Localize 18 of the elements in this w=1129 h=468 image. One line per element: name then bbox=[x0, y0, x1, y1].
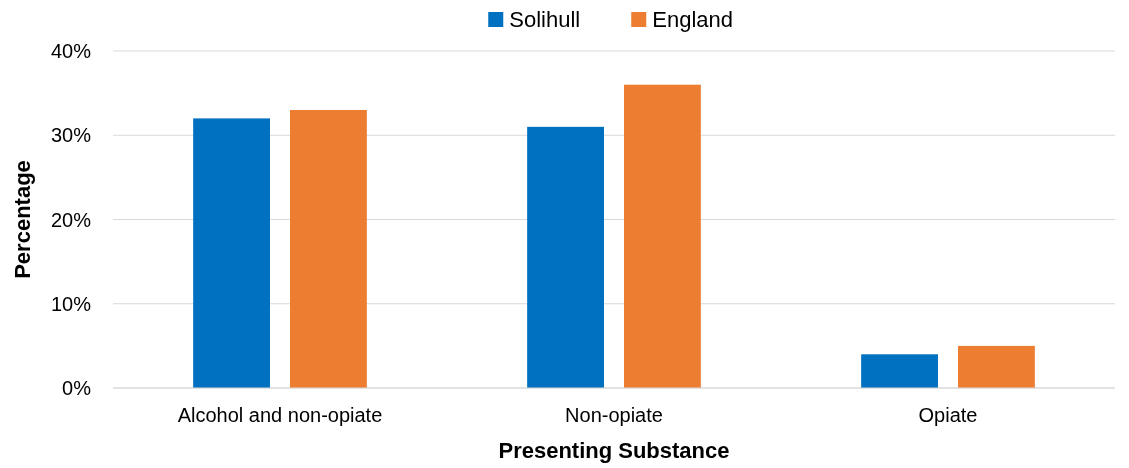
y-tick-label: 30% bbox=[50, 124, 92, 147]
legend-label: Solihull bbox=[509, 7, 581, 32]
x-tick-label: Non-opiate bbox=[565, 404, 663, 426]
bar bbox=[624, 84, 701, 388]
y-tick-label: 20% bbox=[50, 208, 92, 231]
y-tick-label: 0% bbox=[62, 377, 92, 399]
bar bbox=[861, 354, 938, 388]
x-tick-label: Opiate bbox=[918, 404, 978, 426]
bar bbox=[290, 109, 367, 388]
y-tick-label: 40% bbox=[50, 40, 92, 62]
bar bbox=[958, 345, 1035, 388]
bar bbox=[193, 118, 270, 388]
x-tick-label: Alcohol and non-opiate bbox=[177, 404, 383, 426]
legend-label: England bbox=[652, 7, 733, 32]
y-tick-label: 10% bbox=[50, 292, 92, 315]
y-axis-title: Percentage bbox=[10, 160, 35, 279]
bar bbox=[527, 126, 604, 388]
x-axis-title: Presenting Substance bbox=[498, 438, 730, 463]
